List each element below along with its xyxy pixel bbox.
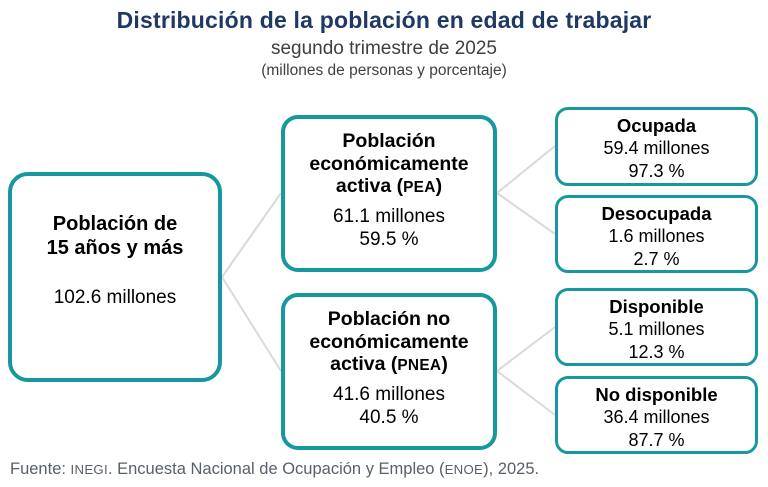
node-value: 102.6 millones	[53, 286, 177, 308]
node-percent: 59.5 %	[359, 229, 419, 250]
node-percent: 87.7 %	[628, 429, 685, 450]
node-value: 41.6 millones	[333, 383, 445, 405]
node-value: 59.4 millones	[603, 138, 710, 159]
node-value: 36.4 millones	[603, 407, 710, 428]
node-title: Población económicamente activa (PEA)	[309, 130, 469, 198]
node-title: Población de 15 años y más	[46, 213, 184, 260]
page-subtitle-units: (millones de personas y porcentaje)	[261, 62, 507, 80]
node-poblacion-15-y-mas: Población de 15 años y más 102.6 millone…	[8, 172, 222, 382]
inegi-abbr: INEGI	[70, 462, 108, 477]
node-title: Desocupada	[601, 203, 712, 224]
node-title: Población no económicamente activa (PNEA…	[309, 308, 469, 376]
node-title: Ocupada	[616, 115, 697, 136]
source-note: Fuente: INEGI. Encuesta Nacional de Ocup…	[10, 460, 540, 478]
pnea-abbr: PNEA	[397, 357, 442, 375]
node-value: 61.1 millones	[333, 205, 445, 227]
node-pnea: Población no económicamente activa (PNEA…	[281, 293, 497, 450]
node-value: 1.6 millones	[608, 226, 705, 247]
pea-abbr: PEA	[403, 179, 436, 197]
node-title: No disponible	[595, 384, 718, 405]
node-percent: 2.7 %	[633, 248, 680, 269]
node-desocupada: Desocupada 1.6 millones 2.7 %	[555, 195, 758, 273]
node-percent: 12.3 %	[628, 341, 685, 362]
node-disponible: Disponible 5.1 millones 12.3 %	[555, 288, 758, 366]
node-percent: 97.3 %	[628, 160, 685, 181]
node-pea: Población económicamente activa (PEA) 61…	[281, 115, 497, 272]
node-percent: 40.5 %	[359, 407, 419, 428]
header: Distribución de la población en edad de …	[0, 6, 768, 81]
page-title: Distribución de la población en edad de …	[116, 7, 652, 33]
node-value: 5.1 millones	[608, 319, 705, 340]
enoe-abbr: ENOE	[444, 462, 484, 477]
node-title: Disponible	[609, 296, 704, 317]
page-subtitle: segundo trimestre de 2025	[270, 37, 498, 59]
node-no-disponible: No disponible 36.4 millones 87.7 %	[555, 376, 758, 454]
node-ocupada: Ocupada 59.4 millones 97.3 %	[555, 107, 758, 186]
